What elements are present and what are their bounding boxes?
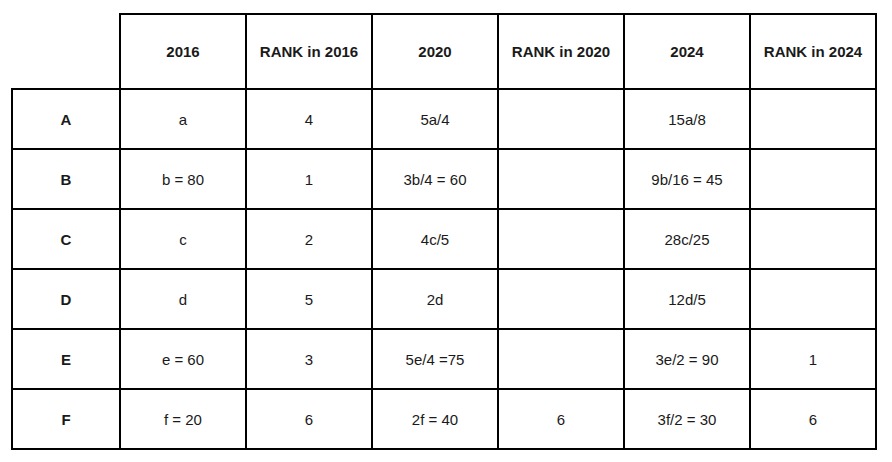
row-label: B [12,149,120,209]
table-cell: 1 [750,329,876,389]
column-header-rank-2016: RANK in 2016 [246,14,372,89]
table-cell: 6 [750,389,876,449]
table-cell: 2f = 40 [372,389,498,449]
table-cell [750,209,876,269]
table-cell: 1 [246,149,372,209]
table-cell: e = 60 [120,329,246,389]
table-cell: 5a/4 [372,89,498,149]
table-cell [750,149,876,209]
table-cell: 4 [246,89,372,149]
table-cell: b = 80 [120,149,246,209]
column-header-rank-2024: RANK in 2024 [750,14,876,89]
row-label: D [12,269,120,329]
table-cell: 2 [246,209,372,269]
table-cell [498,149,624,209]
table-row-e: E e = 60 3 5e/4 =75 3e/2 = 90 1 [12,329,876,389]
table-cell: 3b/4 = 60 [372,149,498,209]
row-label: C [12,209,120,269]
table-row-c: C c 2 4c/5 28c/25 [12,209,876,269]
table-cell: 5e/4 =75 [372,329,498,389]
data-table: 2016 RANK in 2016 2020 RANK in 2020 2024… [11,13,877,450]
table-cell: c [120,209,246,269]
column-header-2024: 2024 [624,14,750,89]
table-cell: 4c/5 [372,209,498,269]
table-cell [498,209,624,269]
table-row-a: A a 4 5a/4 15a/8 [12,89,876,149]
row-label: A [12,89,120,149]
corner-cell [12,14,120,89]
table-cell: 12d/5 [624,269,750,329]
table-row-f: F f = 20 6 2f = 40 6 3f/2 = 30 6 [12,389,876,449]
column-header-rank-2020: RANK in 2020 [498,14,624,89]
table-cell: d [120,269,246,329]
row-label: E [12,329,120,389]
column-header-2020: 2020 [372,14,498,89]
table-cell: 3f/2 = 30 [624,389,750,449]
table-cell: 2d [372,269,498,329]
table-cell: f = 20 [120,389,246,449]
row-label: F [12,389,120,449]
table-cell: a [120,89,246,149]
table-cell: 28c/25 [624,209,750,269]
table-cell: 3e/2 = 90 [624,329,750,389]
table-cell: 6 [498,389,624,449]
table-container: 2016 RANK in 2016 2020 RANK in 2020 2024… [11,13,877,450]
table-cell: 9b/16 = 45 [624,149,750,209]
table-cell [750,269,876,329]
table-cell: 3 [246,329,372,389]
table-cell [750,89,876,149]
table-cell: 6 [246,389,372,449]
table-cell [498,269,624,329]
table-cell [498,329,624,389]
column-header-2016: 2016 [120,14,246,89]
table-row-d: D d 5 2d 12d/5 [12,269,876,329]
table-cell [498,89,624,149]
table-cell: 5 [246,269,372,329]
table-row-b: B b = 80 1 3b/4 = 60 9b/16 = 45 [12,149,876,209]
header-row: 2016 RANK in 2016 2020 RANK in 2020 2024… [12,14,876,89]
table-cell: 15a/8 [624,89,750,149]
